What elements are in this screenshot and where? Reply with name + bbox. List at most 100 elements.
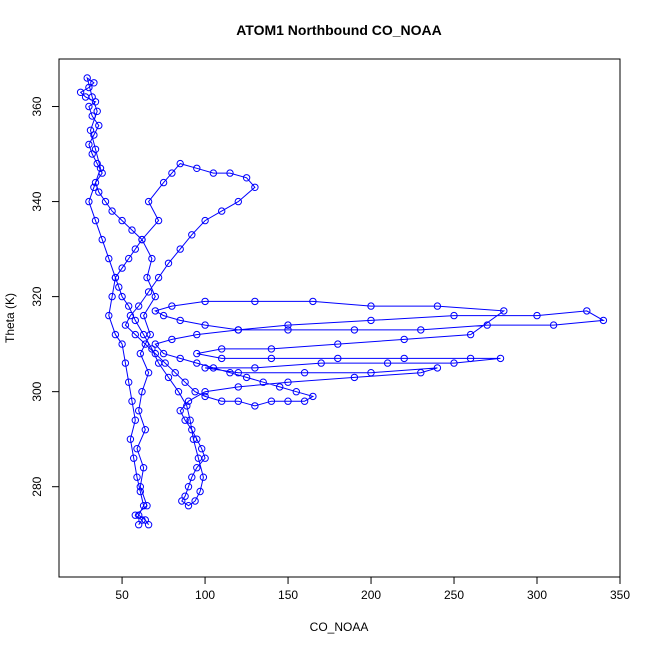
y-tick-label: 280 <box>30 476 44 496</box>
data-point <box>168 335 176 344</box>
data-point <box>188 426 196 434</box>
data-point <box>91 145 100 154</box>
data-point <box>164 259 173 267</box>
data-point <box>144 197 153 206</box>
data-point <box>168 302 176 310</box>
data-point <box>450 311 458 320</box>
data-point <box>194 454 203 462</box>
data-point <box>234 383 243 391</box>
data-point <box>251 297 259 306</box>
data-point <box>164 373 173 382</box>
data-point <box>234 326 243 334</box>
data-point <box>118 292 126 301</box>
x-tick-label: 300 <box>527 588 547 602</box>
data-point <box>111 330 120 339</box>
data-point <box>128 226 136 234</box>
data-point <box>90 131 98 139</box>
data-point <box>201 297 209 306</box>
data-point <box>184 483 193 491</box>
data-point <box>108 207 116 215</box>
data-point <box>367 369 375 377</box>
data-point <box>181 378 189 386</box>
data-point <box>95 121 103 130</box>
data-point <box>191 497 199 505</box>
x-tick-label: 50 <box>115 588 129 602</box>
data-point <box>101 197 110 206</box>
data-point <box>400 354 408 363</box>
data-point <box>90 183 98 192</box>
x-tick-label: 150 <box>278 588 298 602</box>
data-point <box>154 359 163 367</box>
data-point <box>139 311 148 320</box>
data-point <box>131 316 140 325</box>
data-point <box>583 307 591 315</box>
data-point <box>284 397 292 405</box>
data-point <box>131 245 140 253</box>
data-point <box>121 359 130 367</box>
data-point <box>193 349 201 358</box>
data-point <box>234 369 243 377</box>
data-point <box>193 464 201 472</box>
data-point <box>209 169 218 177</box>
data-point <box>500 307 508 315</box>
data-point <box>199 473 208 481</box>
data-point <box>234 197 243 206</box>
data-point <box>300 397 309 405</box>
data-point <box>121 321 130 329</box>
data-series <box>76 74 608 529</box>
data-point <box>135 407 143 415</box>
data-point <box>496 354 505 363</box>
data-point <box>400 335 408 344</box>
data-point <box>450 359 458 367</box>
data-point <box>483 321 491 329</box>
data-point <box>91 178 100 187</box>
data-point <box>300 369 309 377</box>
data-point <box>218 354 226 363</box>
data-point <box>159 349 168 358</box>
series-line <box>79 76 606 525</box>
data-point <box>88 93 96 101</box>
data-point <box>105 311 113 320</box>
data-point <box>251 364 259 372</box>
data-point <box>133 445 141 453</box>
y-axis: 280 300 320 340 360 <box>30 96 60 497</box>
data-point <box>533 311 541 320</box>
data-point <box>433 302 442 310</box>
data-point <box>141 426 150 434</box>
data-point <box>171 369 179 377</box>
data-point <box>383 359 392 367</box>
data-point <box>168 169 176 177</box>
data-point <box>148 254 156 263</box>
plot-frame <box>58 58 621 578</box>
data-point <box>267 354 276 363</box>
data-point <box>176 159 184 168</box>
data-point <box>267 345 276 353</box>
data-point <box>154 216 163 225</box>
data-point <box>267 397 276 405</box>
data-point <box>76 88 85 97</box>
data-point <box>284 321 292 329</box>
data-point <box>251 402 259 410</box>
data-point <box>136 483 145 491</box>
x-tick-label: 350 <box>610 588 630 602</box>
data-point <box>115 283 123 291</box>
x-tick-label: 250 <box>444 588 464 602</box>
data-point <box>88 112 96 120</box>
data-point <box>85 197 93 206</box>
data-point <box>93 107 101 116</box>
data-point <box>201 388 209 396</box>
data-point <box>105 254 113 263</box>
data-point <box>125 302 133 310</box>
data-point <box>309 297 317 306</box>
data-point <box>350 326 359 334</box>
data-point <box>226 169 234 177</box>
data-point <box>85 140 93 149</box>
data-point <box>186 416 194 424</box>
data-point <box>151 292 160 301</box>
data-point <box>334 354 342 363</box>
data-point <box>189 435 198 443</box>
y-tick-label: 360 <box>30 96 44 116</box>
data-point <box>176 316 184 325</box>
data-point <box>317 359 325 367</box>
data-point <box>599 316 608 325</box>
